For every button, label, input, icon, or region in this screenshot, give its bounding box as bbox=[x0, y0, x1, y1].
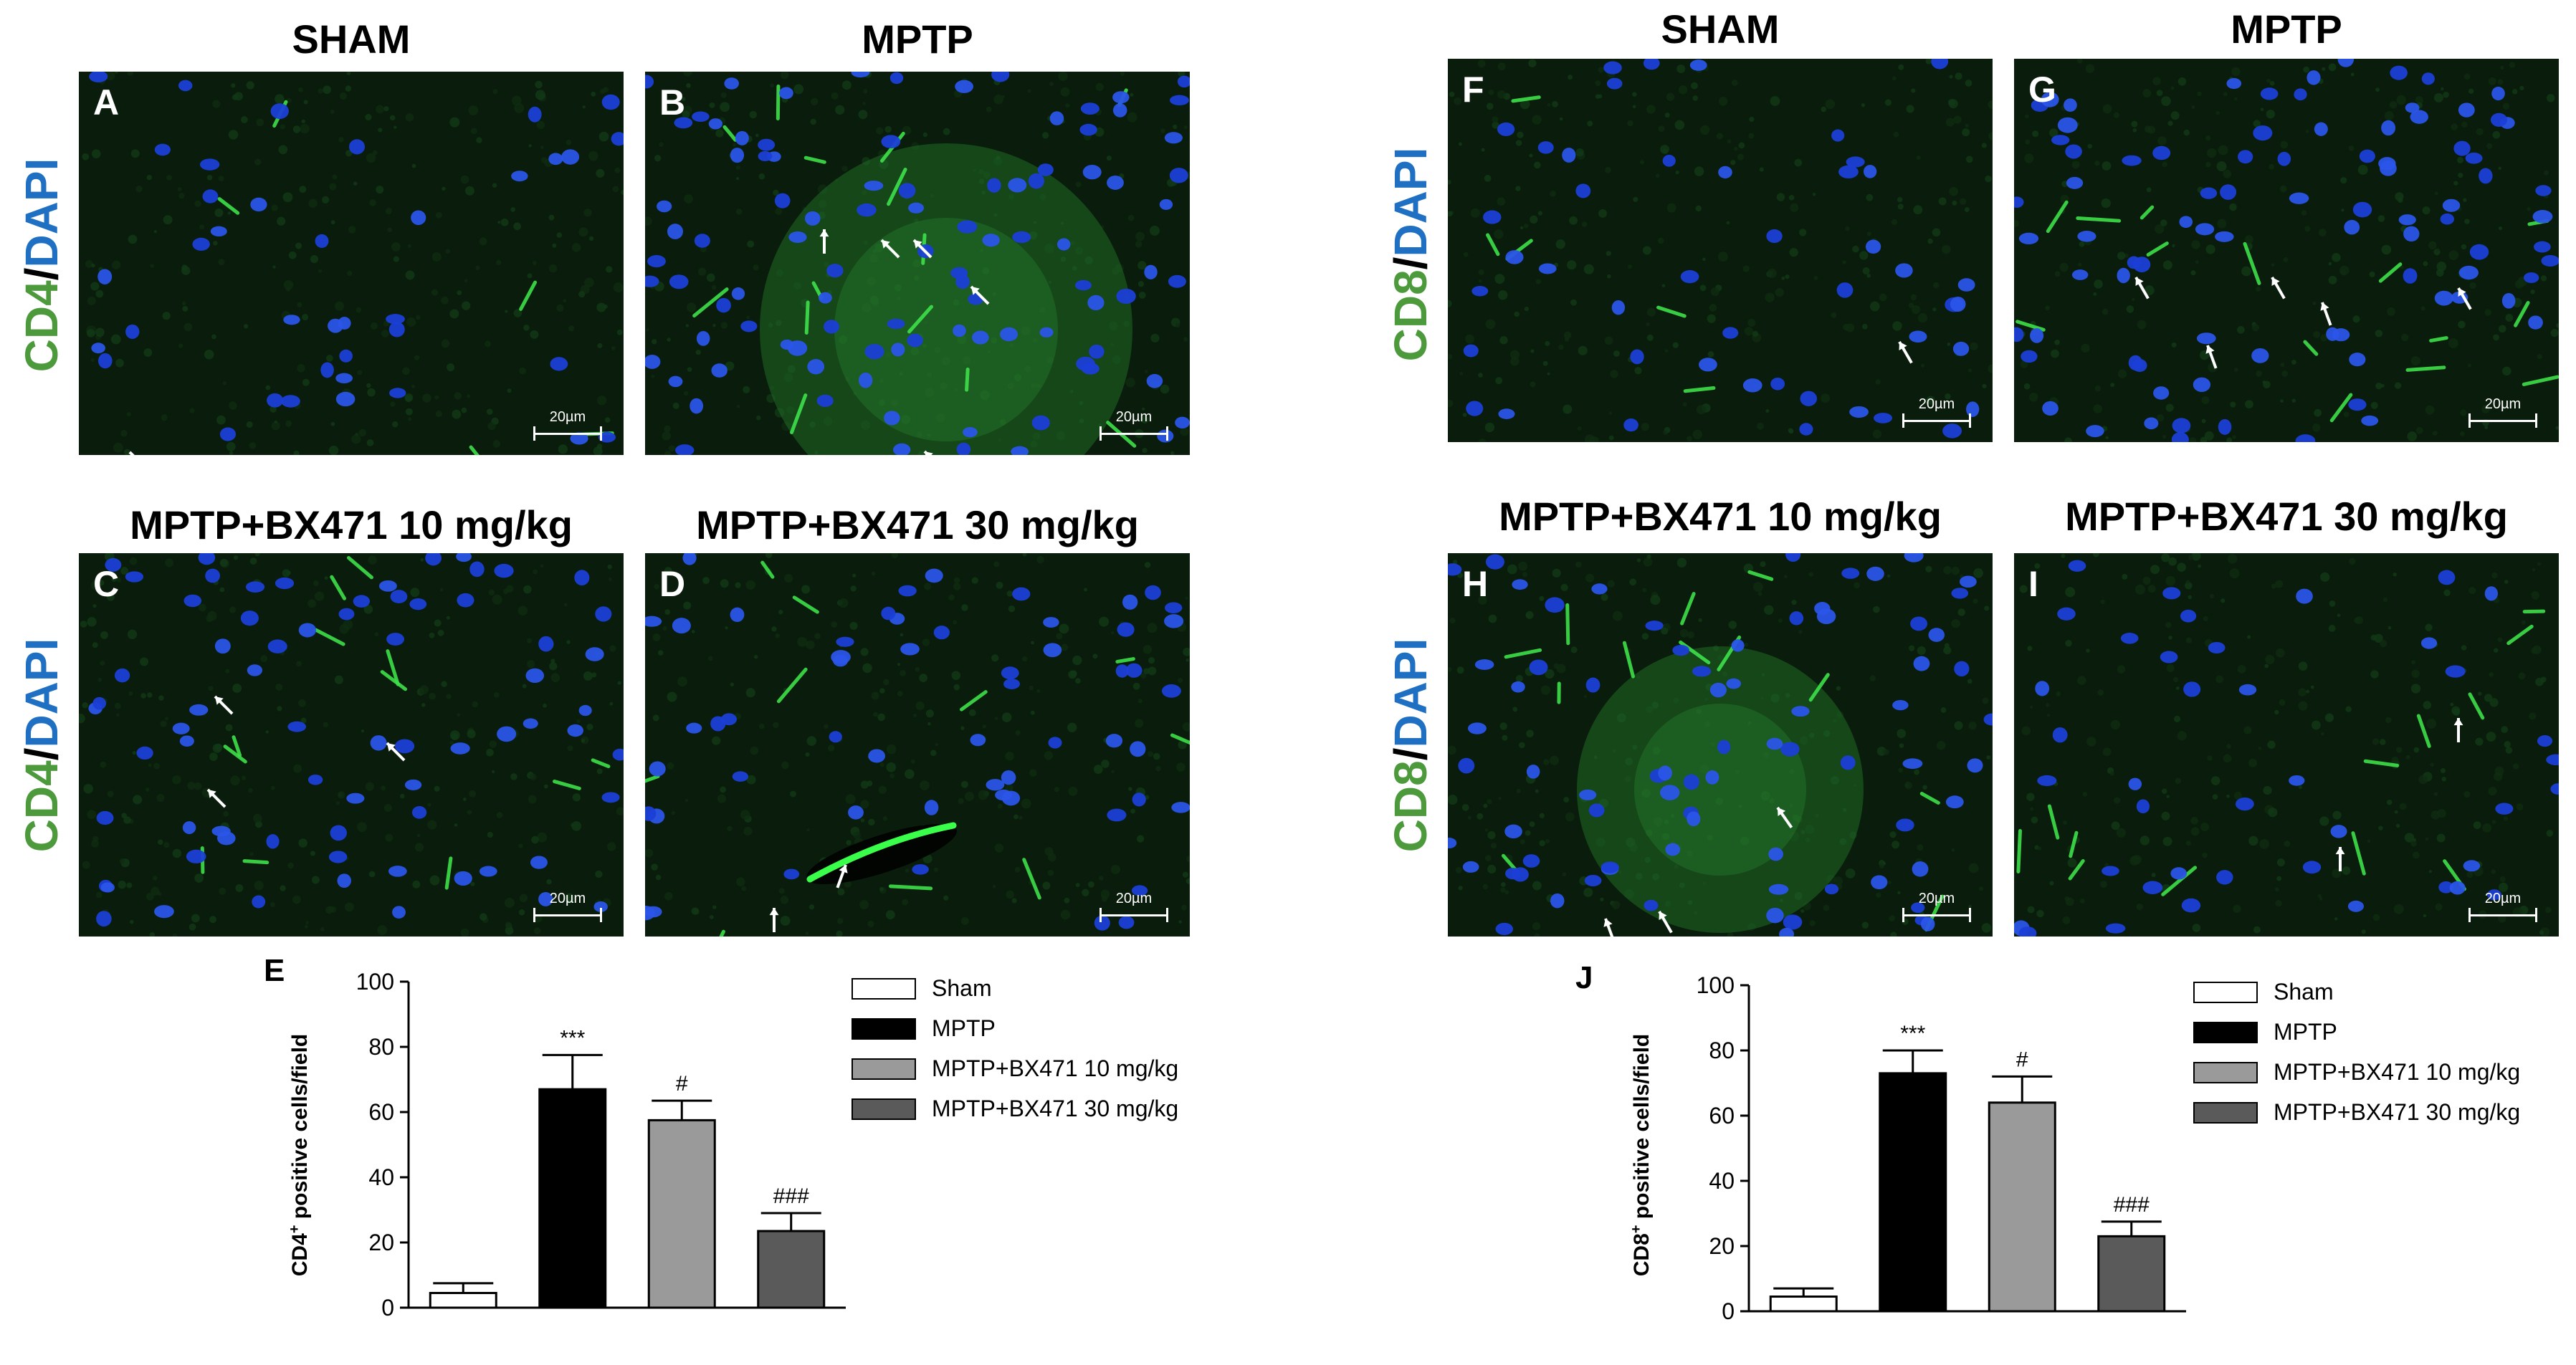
scale-bar: 20µm bbox=[1099, 409, 1168, 446]
legend-item: MPTP+BX471 10 mg/kg bbox=[2193, 1056, 2576, 1088]
legend-item: MPTP bbox=[2193, 1016, 2576, 1048]
micrograph-image bbox=[79, 72, 624, 455]
y-tick-label: 60 bbox=[1709, 1103, 1735, 1129]
significance-label: *** bbox=[560, 1026, 585, 1050]
legend-swatch bbox=[2193, 1062, 2258, 1083]
scale-bar: 20µm bbox=[1902, 396, 1971, 434]
panel-letter: B bbox=[659, 82, 685, 123]
y-tick-label: 100 bbox=[1697, 972, 1735, 998]
panel-letter: I bbox=[2028, 563, 2038, 605]
legend-label: Sham bbox=[932, 975, 992, 1002]
legend-label: MPTP+BX471 30 mg/kg bbox=[2274, 1099, 2520, 1126]
micrograph-panel-g: G 20µm bbox=[2014, 59, 2559, 442]
micrograph-image bbox=[2014, 553, 2559, 937]
legend-label: MPTP bbox=[932, 1015, 996, 1042]
legend-item: MPTP+BX471 10 mg/kg bbox=[851, 1053, 1253, 1084]
title-sham-cd4: SHAM bbox=[79, 16, 624, 62]
micrograph-image bbox=[2014, 59, 2559, 442]
title-bx10-cd8: MPTP+BX471 10 mg/kg bbox=[1448, 493, 1993, 540]
y-tick-label: 0 bbox=[1722, 1298, 1735, 1324]
scale-bar: 20µm bbox=[533, 891, 602, 928]
legend-swatch bbox=[2193, 1102, 2258, 1124]
title-mptp-cd4: MPTP bbox=[645, 16, 1190, 62]
legend-swatch bbox=[2193, 1022, 2258, 1043]
y-tick-label: 60 bbox=[368, 1099, 394, 1125]
micrograph-image bbox=[645, 72, 1190, 455]
legend-item: MPTP+BX471 30 mg/kg bbox=[2193, 1096, 2576, 1128]
title-bx30-cd4: MPTP+BX471 30 mg/kg bbox=[645, 502, 1190, 548]
micrograph-image bbox=[79, 553, 624, 937]
micrograph-panel-i: I 20µm bbox=[2014, 553, 2559, 937]
bar-4 bbox=[758, 1231, 824, 1308]
y-tick-label: 20 bbox=[368, 1230, 394, 1255]
title-bx10-cd4: MPTP+BX471 10 mg/kg bbox=[79, 502, 624, 548]
micrograph-image bbox=[1448, 553, 1993, 937]
y-tick-label: 80 bbox=[368, 1034, 394, 1060]
title-mptp-cd8: MPTP bbox=[2014, 6, 2559, 52]
scale-bar: 20µm bbox=[1902, 891, 1971, 928]
legend-swatch bbox=[851, 1098, 916, 1120]
bar-2 bbox=[1880, 1073, 1946, 1311]
bar-3 bbox=[1989, 1103, 2055, 1311]
scale-bar: 20µm bbox=[533, 409, 602, 446]
significance-label: # bbox=[2016, 1048, 2028, 1071]
panel-letter: F bbox=[1462, 69, 1484, 110]
panel-letter-j: J bbox=[1575, 960, 1593, 996]
y-tick-label: 40 bbox=[368, 1164, 394, 1190]
significance-label: ### bbox=[2114, 1193, 2150, 1217]
legend-item: Sham bbox=[851, 972, 1253, 1004]
panel-letter: H bbox=[1462, 563, 1488, 605]
significance-label: ### bbox=[773, 1184, 809, 1208]
legend-label: MPTP bbox=[2274, 1019, 2337, 1045]
significance-label: *** bbox=[1900, 1022, 1925, 1045]
legend-item: Sham bbox=[2193, 976, 2576, 1007]
title-bx30-cd8: MPTP+BX471 30 mg/kg bbox=[2014, 493, 2559, 540]
micrograph-image bbox=[645, 553, 1190, 937]
bar-1 bbox=[1770, 1297, 1836, 1311]
legend-label: MPTP+BX471 10 mg/kg bbox=[932, 1055, 1178, 1082]
micrograph-image bbox=[1448, 59, 1993, 442]
micrograph-panel-h: H 20µm bbox=[1448, 553, 1993, 937]
panel-letter: C bbox=[93, 563, 119, 605]
legend-swatch bbox=[851, 1018, 916, 1040]
micrograph-panel-c: C 20µm bbox=[79, 553, 624, 937]
bar-2 bbox=[540, 1089, 606, 1308]
legend-item: MPTP bbox=[851, 1012, 1253, 1044]
legend-label: MPTP+BX471 30 mg/kg bbox=[932, 1096, 1178, 1122]
micrograph-panel-d: D 20µm bbox=[645, 553, 1190, 937]
legend-swatch bbox=[851, 1058, 916, 1080]
legend-label: MPTP+BX471 10 mg/kg bbox=[2274, 1059, 2520, 1086]
micrograph-panel-a: A 20µm bbox=[79, 72, 624, 455]
scale-bar: 20µm bbox=[2468, 891, 2537, 928]
panel-letter: A bbox=[93, 82, 119, 123]
bar-1 bbox=[430, 1293, 496, 1308]
micrograph-panel-f: F 20µm bbox=[1448, 59, 1993, 442]
scale-bar: 20µm bbox=[2468, 396, 2537, 434]
panel-letter-e: E bbox=[264, 953, 285, 989]
bar-4 bbox=[2099, 1236, 2165, 1311]
legend-item: MPTP+BX471 30 mg/kg bbox=[851, 1093, 1253, 1124]
panel-letter: D bbox=[659, 563, 685, 605]
legend-label: Sham bbox=[2274, 979, 2334, 1005]
significance-label: # bbox=[676, 1072, 688, 1096]
y-tick-label: 80 bbox=[1709, 1038, 1735, 1063]
scale-bar: 20µm bbox=[1099, 891, 1168, 928]
bar-3 bbox=[649, 1120, 715, 1308]
micrograph-panel-b: B 20µm bbox=[645, 72, 1190, 455]
y-tick-label: 0 bbox=[381, 1295, 394, 1321]
y-tick-label: 100 bbox=[356, 969, 394, 995]
title-sham-cd8: SHAM bbox=[1448, 6, 1993, 52]
panel-letter: G bbox=[2028, 69, 2056, 110]
y-tick-label: 20 bbox=[1709, 1233, 1735, 1259]
legend-swatch bbox=[2193, 982, 2258, 1003]
legend-swatch bbox=[851, 978, 916, 1000]
y-tick-label: 40 bbox=[1709, 1168, 1735, 1194]
